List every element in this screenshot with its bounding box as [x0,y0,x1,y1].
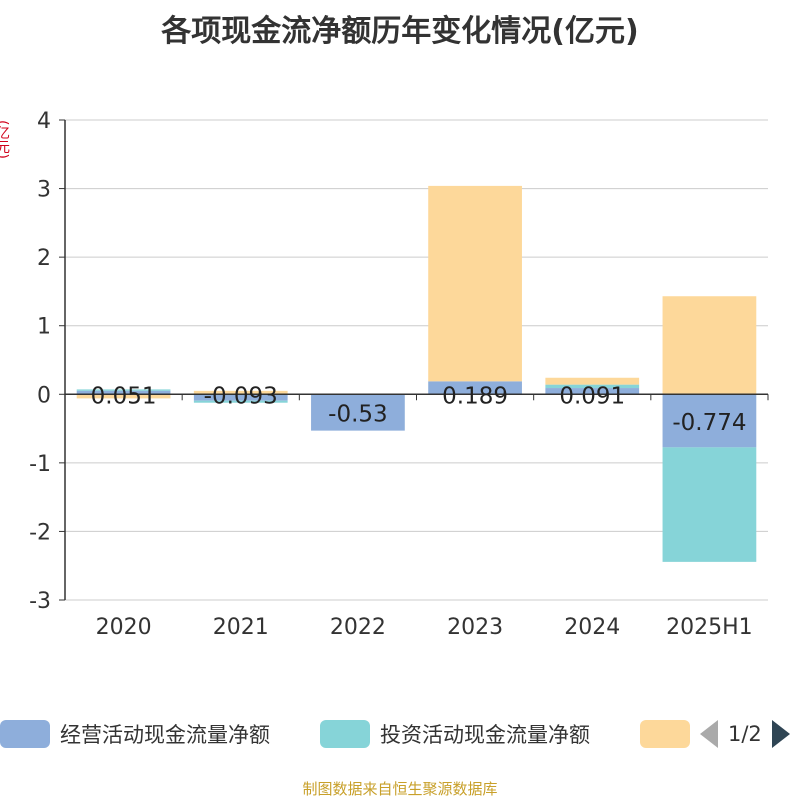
bar-series2-2024 [545,384,640,389]
bar-series3-2024 [545,377,640,385]
legend-item-third[interactable] [640,718,690,750]
y-tick-label: 3 [37,178,51,203]
legend-next-page-icon[interactable] [771,720,790,748]
bar-series3-2021 [193,390,288,395]
x-tick-label: 2025H1 [666,615,753,640]
bar-series1-2020 [76,390,171,395]
chart-title: 各项现金流净额历年变化情况(亿元) [161,14,639,49]
x-tick-label: 2023 [447,615,503,640]
bar-series3-2020 [76,394,171,399]
legend-swatch-third [640,720,690,748]
y-tick-label: -2 [29,520,51,545]
y-tick-label: 2 [37,246,51,271]
bar-series2-2021 [193,400,288,403]
legend-swatch-investing [320,720,370,748]
bar-series2-2025H1 [662,447,757,562]
data-label: -0.774 [672,410,746,436]
y-axis-unit-label: (亿元) [0,120,10,159]
x-tick-label: 2022 [330,615,386,640]
bar-series1-2025H1 [662,394,757,448]
bar-series3-2023 [428,185,522,382]
y-tick-label: 1 [37,315,51,340]
bar-series1-2023 [428,381,522,395]
y-tick-label: -3 [29,589,51,614]
bar-series3-2025H1 [662,296,757,395]
x-tick-label: 2020 [96,615,152,640]
y-tick-label: 4 [37,109,51,134]
data-label: 0.091 [559,383,625,409]
legend-item-investing[interactable]: 投资活动现金流量净额 [320,718,590,750]
x-tick-label: 2024 [564,615,620,640]
legend-page-indicator: 1/2 [728,722,762,746]
data-label: 0.189 [442,383,508,409]
y-tick-label: 0 [37,383,51,408]
x-tick-label: 2021 [213,615,269,640]
data-label: 0.051 [91,383,157,409]
bar-series1-2022 [311,394,405,431]
legend-label-operating: 经营活动现金流量净额 [60,723,270,747]
legend-swatch-operating [0,720,50,748]
data-source-note: 制图数据来自恒生聚源数据库 [302,780,498,798]
legend-label-investing: 投资活动现金流量净额 [380,723,590,747]
bar-series1-2024 [545,388,640,395]
bar-series2-2020 [76,389,171,391]
y-tick-label: -1 [29,452,51,477]
data-label: -0.53 [328,401,388,427]
legend-item-operating[interactable]: 经营活动现金流量净额 [0,718,270,750]
data-label: -0.093 [204,383,278,409]
legend-pager: 1/2 [700,718,790,750]
bar-series1-2021 [193,394,288,401]
legend-prev-page-icon[interactable] [700,720,718,748]
